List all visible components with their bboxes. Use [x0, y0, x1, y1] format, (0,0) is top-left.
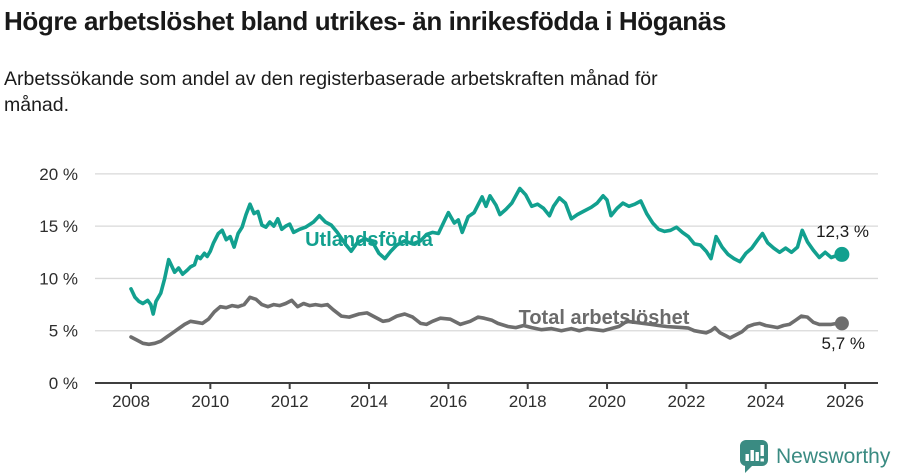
x-tick-label: 2022	[667, 392, 705, 411]
logo-barchart-icon	[745, 445, 764, 462]
subtitle-line-1: Arbetssökande som andel av den registerb…	[4, 68, 658, 90]
y-tick-label: 10 %	[39, 269, 78, 288]
x-tick-label: 2014	[350, 392, 388, 411]
newsworthy-logo: Newsworthy	[740, 440, 891, 473]
series-endpoint-total	[834, 316, 849, 331]
x-tick-label: 2018	[509, 392, 547, 411]
end-value-label-total: 5,7 %	[822, 334, 865, 353]
x-tick-label: 2020	[588, 392, 626, 411]
page-title: Högre arbetslöshet bland utrikes- än inr…	[4, 6, 726, 36]
chart-subtitle: Arbetssökande som andel av den registerb…	[4, 66, 854, 119]
x-tick-label: 2012	[271, 392, 309, 411]
series-label-utlandsfodda: Utlandsfödda	[305, 229, 434, 251]
subtitle-line-2: månad.	[4, 94, 70, 117]
brand-name: Newsworthy	[776, 445, 891, 468]
x-tick-label: 2026	[826, 392, 864, 411]
y-tick-label: 0 %	[49, 374, 78, 393]
series-line-utlandsfodda	[129, 186, 844, 316]
series-label-total-arbetsloshet: Total arbetslöshet	[519, 307, 690, 329]
x-tick-label: 2010	[191, 392, 229, 411]
x-tick-label: 2016	[429, 392, 467, 411]
logo-bubble-tail	[745, 463, 755, 473]
series-endpoint-utlandsfodda	[834, 246, 850, 262]
gridlines	[95, 173, 878, 332]
series-line-total-arbetsloshet	[129, 295, 844, 347]
x-tick-label: 2024	[747, 392, 785, 411]
y-tick-label: 20 %	[39, 165, 78, 184]
end-value-label-utlandsfodda: 12,3 %	[816, 222, 869, 241]
y-tick-label: 15 %	[39, 217, 78, 236]
x-axis-ticks: 2008 2010 2012 2014 2016 2018 2020 2022 2024 2026	[112, 383, 864, 411]
y-tick-label: 5 %	[49, 322, 78, 341]
y-axis-labels: 0 % 5 % 10 % 15 % 20 %	[39, 165, 78, 393]
x-tick-label: 2008	[112, 392, 150, 411]
